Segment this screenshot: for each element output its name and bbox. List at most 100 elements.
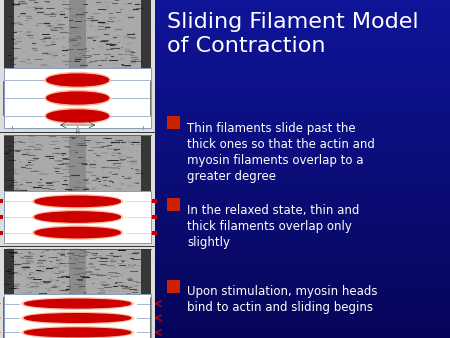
Bar [0, 52, 450, 54]
Bar [0, 134, 450, 135]
Ellipse shape [45, 108, 110, 124]
Bar [0, 47, 450, 49]
Bar [0, 150, 450, 152]
Bar [0, 68, 450, 69]
Bar [69, 249, 86, 294]
Bar [4, 249, 14, 294]
Bar [0, 0, 155, 338]
Bar [0, 210, 450, 211]
Bar [0, 22, 450, 24]
Ellipse shape [33, 195, 122, 208]
Bar [0, 247, 450, 248]
Bar [0, 254, 450, 255]
Bar [0, 319, 450, 321]
Bar [0, 303, 450, 304]
Bar [0, 296, 450, 297]
Bar [4, 136, 14, 191]
Bar [0, 267, 450, 269]
Bar [0, 66, 450, 68]
Ellipse shape [33, 226, 122, 239]
Bar [0, 100, 450, 101]
Bar [0, 61, 450, 63]
Bar [0, 39, 450, 41]
Ellipse shape [35, 227, 120, 238]
Bar [0, 294, 450, 296]
Bar [0, 316, 450, 318]
Bar [0, 24, 450, 25]
Bar [0, 91, 450, 93]
Bar [0, 250, 450, 252]
Bar [0, 29, 450, 30]
Bar [0, 309, 450, 311]
Bar [0, 127, 450, 128]
Bar [69, 136, 86, 191]
Bar [0, 336, 450, 338]
Bar [0, 297, 450, 299]
Bar [4, 294, 151, 338]
Bar [0, 235, 450, 237]
Bar [0, 152, 450, 154]
Bar [0, 37, 450, 39]
Bar [0, 240, 450, 242]
Bar [0, 324, 450, 326]
Bar [0, 232, 450, 233]
Bar [0, 304, 450, 306]
Bar [0, 198, 450, 199]
Ellipse shape [47, 74, 108, 86]
Ellipse shape [25, 314, 130, 322]
Bar [0, 161, 450, 162]
Ellipse shape [47, 110, 108, 122]
Bar [0, 14, 450, 15]
Bar [0, 215, 3, 219]
Bar [0, 123, 450, 125]
Bar [0, 19, 450, 20]
Bar [0, 74, 450, 76]
Bar [0, 93, 450, 95]
Bar [0, 64, 450, 66]
Bar [0, 220, 450, 221]
Bar [0, 174, 450, 176]
Bar [0, 7, 450, 8]
Bar [153, 231, 157, 235]
Bar [0, 90, 450, 91]
Bar [0, 204, 450, 206]
Bar [0, 189, 450, 191]
Bar [0, 211, 450, 213]
Bar [0, 57, 450, 59]
Bar [0, 237, 450, 238]
Bar [0, 51, 450, 52]
Bar [0, 265, 450, 267]
Bar [0, 331, 450, 333]
Bar [0, 162, 450, 164]
Ellipse shape [25, 328, 130, 337]
Bar [0, 159, 450, 161]
Bar [0, 226, 450, 228]
Bar [141, 249, 151, 294]
Bar [0, 257, 450, 259]
Bar [0, 221, 450, 223]
Bar [0, 230, 450, 232]
Bar [0, 113, 450, 115]
Bar [0, 105, 450, 106]
Bar [0, 54, 450, 56]
Bar [0, 326, 450, 328]
Bar [0, 139, 450, 140]
Bar [0, 78, 450, 79]
Bar [0, 3, 450, 5]
Ellipse shape [35, 212, 120, 222]
Bar [0, 228, 450, 230]
Bar [0, 44, 450, 46]
Bar [0, 184, 450, 186]
Bar [0, 291, 450, 292]
Bar [0, 125, 450, 127]
Bar [4, 294, 151, 338]
Ellipse shape [22, 312, 133, 323]
Bar [0, 81, 450, 83]
Bar [0, 120, 450, 122]
Bar [0, 112, 450, 113]
Bar [0, 154, 450, 155]
Bar [0, 286, 450, 287]
Bar [0, 275, 450, 277]
Bar [4, 191, 151, 243]
Bar [0, 12, 450, 14]
